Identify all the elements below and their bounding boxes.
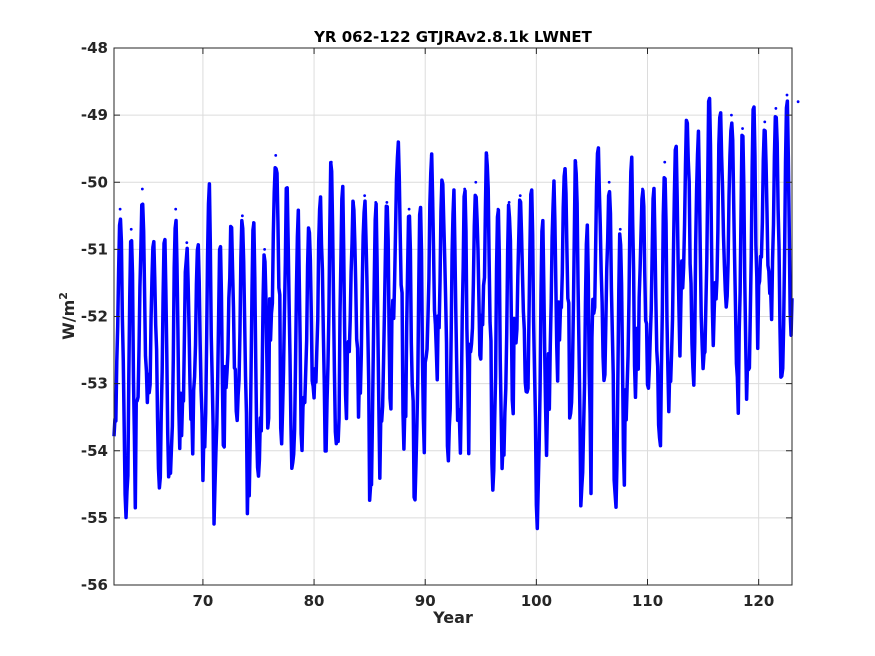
annual-max-point — [274, 154, 278, 157]
annual-max-point — [674, 147, 678, 151]
annual-max-point — [218, 247, 222, 251]
annual-max-point — [541, 221, 544, 224]
x-tick-label: 100 — [521, 592, 552, 610]
annual-max-point — [652, 187, 656, 191]
annual-max-point — [452, 194, 455, 198]
x-tick-label: 90 — [415, 592, 436, 610]
annual-max-point — [240, 214, 244, 218]
annual-max-point — [707, 100, 711, 104]
annual-max-point — [185, 241, 189, 245]
y-tick-label: -48 — [81, 39, 108, 57]
annual-max-point — [441, 180, 444, 184]
annual-max-point — [174, 207, 178, 211]
annual-max-point — [407, 207, 411, 211]
annual-max-point — [418, 207, 422, 211]
annual-max-point — [730, 113, 733, 117]
annual-max-point — [752, 107, 756, 110]
annual-max-point — [474, 180, 478, 184]
annual-max-point — [585, 227, 589, 231]
annual-max-point — [796, 100, 800, 104]
annual-max-point — [607, 180, 611, 184]
annual-max-point — [529, 194, 533, 198]
y-tick-label: -55 — [81, 509, 108, 527]
annual-max-point — [429, 154, 433, 157]
annual-max-point — [152, 241, 155, 245]
annual-max-point — [596, 154, 600, 157]
annual-max-point — [518, 194, 522, 198]
annual-max-point — [307, 227, 311, 231]
chart-title: YR 062-122 GTJRAv2.8.1k LWNET — [313, 28, 593, 46]
x-tick-labels: 70 80 90 100 110 120 — [192, 592, 774, 610]
annual-max-point — [485, 154, 489, 157]
y-tick-label: -51 — [81, 240, 108, 258]
y-axis-label: W/m2 — [57, 292, 78, 340]
annual-max-point — [329, 160, 333, 164]
y-tick-label: -53 — [81, 375, 108, 393]
x-tick-label: 80 — [304, 592, 325, 610]
annual-max-point — [396, 147, 400, 151]
annual-max-point — [118, 207, 122, 211]
annual-max-point — [296, 214, 300, 218]
annual-max-point — [163, 241, 166, 245]
annual-max-point — [629, 160, 633, 164]
y-tick-label: -56 — [81, 576, 108, 594]
annual-max-point — [718, 113, 722, 117]
annual-max-point — [140, 187, 144, 191]
annual-max-point — [196, 247, 200, 251]
x-axis-label: Year — [432, 608, 473, 627]
y-tick-label: -49 — [81, 106, 108, 124]
annual-max-point — [507, 200, 511, 204]
x-tick-label: 110 — [632, 592, 663, 610]
series-line — [112, 96, 794, 531]
annual-max-point — [641, 187, 644, 191]
y-tick-label: -52 — [81, 308, 108, 326]
annual-max-point — [574, 160, 578, 164]
annual-max-point — [785, 93, 789, 97]
annual-max-point — [285, 187, 289, 191]
annual-max-point — [563, 167, 567, 171]
y-tick-label: -50 — [81, 173, 108, 191]
y-axis-label-base: W/m — [59, 300, 78, 340]
annual-max-point — [252, 221, 255, 224]
y-axis-label-exponent: 2 — [57, 292, 70, 300]
y-tick-labels: -56 -55 -54 -53 -52 -51 -50 -49 -48 — [81, 39, 108, 594]
annual-max-point — [685, 120, 689, 124]
annual-max-point — [129, 227, 133, 231]
annual-max-point — [496, 207, 500, 211]
x-tick-label: 70 — [192, 592, 213, 610]
annual-max-point — [352, 200, 355, 204]
annual-max-point — [385, 200, 389, 204]
annual-max-point — [363, 194, 367, 198]
annual-max-point — [774, 107, 778, 110]
annual-max-point — [763, 120, 767, 124]
annual-max-point — [741, 127, 744, 130]
annual-max-point — [229, 227, 233, 231]
annual-max-point — [663, 160, 667, 164]
annual-max-point — [207, 187, 211, 191]
tick-marks — [114, 47, 792, 586]
annual-max-point — [318, 200, 322, 204]
series-group — [112, 93, 800, 531]
x-tick-label: 120 — [743, 592, 774, 610]
annual-max-point — [463, 187, 467, 191]
annual-max-point — [341, 187, 344, 191]
annual-max-point — [263, 247, 267, 251]
annual-max-point — [618, 227, 622, 231]
annual-max-point — [374, 200, 378, 204]
annual-max-point — [696, 133, 700, 137]
annual-max-point — [552, 187, 555, 191]
y-tick-label: -54 — [81, 442, 108, 460]
